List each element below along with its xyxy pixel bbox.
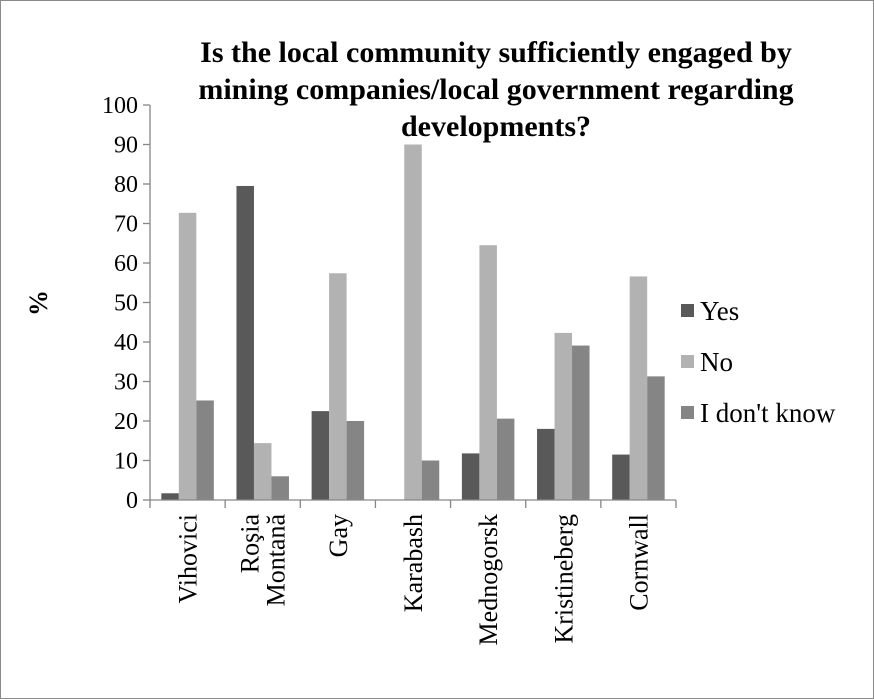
bar-yes-5 <box>461 453 480 500</box>
y-tick-label: 80 <box>114 172 138 198</box>
bar-no-5 <box>479 245 497 500</box>
bar-i-don-t-know-1 <box>196 400 214 500</box>
x-category-label: Kristineberg <box>549 514 578 644</box>
legend-swatch-no <box>681 355 694 368</box>
x-category-label: Montană <box>262 514 291 607</box>
x-category-label: Roşia <box>236 514 265 574</box>
legend-label: I don't know <box>700 398 836 428</box>
legend-label: No <box>700 347 733 377</box>
bar-i-don-t-know-3 <box>346 421 365 500</box>
bar-no-4 <box>404 144 422 500</box>
x-category-label: Mednogorsk <box>474 514 503 645</box>
bar-i-don-t-know-6 <box>572 345 590 500</box>
bar-no-1 <box>178 212 197 500</box>
y-axis-label-group: % <box>24 290 53 316</box>
bar-no-7 <box>629 276 648 500</box>
bar-i-don-t-know-7 <box>647 376 665 500</box>
legend-swatch-i-don-t-know <box>681 406 694 419</box>
y-tick-label: 10 <box>114 449 138 475</box>
legend-swatch-yes <box>681 304 694 317</box>
y-tick-label: 60 <box>114 251 138 277</box>
y-tick-label: 0 <box>126 488 138 514</box>
bar-no-3 <box>329 273 347 500</box>
bar-no-6 <box>554 332 573 500</box>
bar-i-don-t-know-5 <box>496 418 515 500</box>
bar-yes-7 <box>612 454 630 500</box>
x-category-label: Karabash <box>399 514 428 612</box>
x-category-label: Gay <box>324 514 353 557</box>
x-category-label: Vihovici <box>174 514 203 603</box>
bar-i-don-t-know-4 <box>421 460 440 500</box>
y-tick-label: 90 <box>114 133 138 159</box>
y-tick-label: 50 <box>114 291 138 317</box>
bars <box>161 144 665 500</box>
x-category-label: Cornwall <box>624 514 653 611</box>
legend: Yes No I don't know <box>681 296 836 428</box>
bar-yes-2 <box>236 185 254 500</box>
bar-i-don-t-know-2 <box>271 476 289 500</box>
bar-yes-6 <box>537 428 555 500</box>
chart-title-line-2: mining companies/local government regard… <box>198 73 793 106</box>
y-tick-label: 40 <box>114 330 138 356</box>
y-axis: 0 10 20 30 40 50 60 70 80 90 100 <box>102 93 151 514</box>
chart-title-line-1: Is the local community sufficiently enga… <box>200 36 792 69</box>
y-tick-label: 100 <box>102 93 138 119</box>
legend-label: Yes <box>700 296 739 326</box>
bar-no-2 <box>253 443 272 500</box>
bar-yes-1 <box>161 493 179 500</box>
chart-title-line-3: developments? <box>401 110 591 143</box>
y-tick-label: 30 <box>114 370 138 396</box>
chart-title: Is the local community sufficiently enga… <box>198 36 793 143</box>
y-tick-label: 70 <box>114 212 138 238</box>
y-tick-label: 20 <box>114 409 138 435</box>
bar-yes-3 <box>311 411 330 500</box>
y-axis-label: % <box>24 290 53 316</box>
